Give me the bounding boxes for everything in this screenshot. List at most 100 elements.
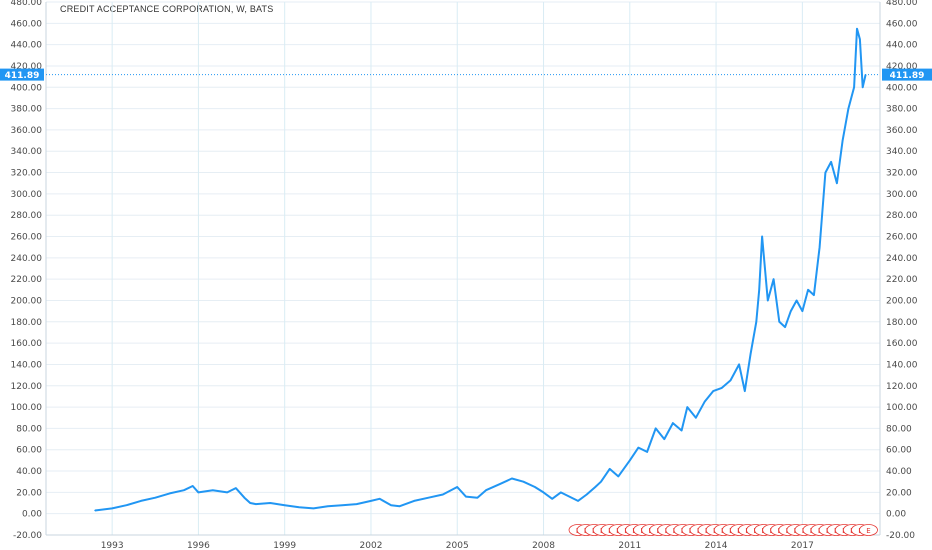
price-point bbox=[568, 496, 571, 498]
y-tick-label-left: 380.00 bbox=[11, 105, 43, 115]
price-point bbox=[772, 278, 775, 280]
y-tick-label-left: 60.00 bbox=[16, 446, 42, 456]
price-point bbox=[243, 497, 246, 499]
price-point bbox=[721, 387, 723, 389]
price-point bbox=[842, 139, 844, 142]
y-tick-label-right: 400.00 bbox=[886, 83, 918, 93]
price-point bbox=[226, 491, 228, 493]
price-point bbox=[738, 363, 740, 366]
price-point bbox=[183, 489, 185, 491]
x-tick-label: 2005 bbox=[446, 541, 469, 550]
y-tick-label-right: 280.00 bbox=[886, 211, 918, 221]
price-point bbox=[476, 497, 478, 499]
price-point bbox=[836, 182, 838, 184]
y-tick-label-left: 200.00 bbox=[11, 296, 43, 306]
price-point bbox=[819, 246, 821, 248]
price-point bbox=[813, 294, 815, 296]
price-point bbox=[355, 503, 358, 505]
y-tick-label-left: 220.00 bbox=[11, 275, 43, 285]
earnings-marker-label: E bbox=[866, 527, 870, 535]
price-point bbox=[617, 475, 619, 477]
price-point bbox=[796, 299, 798, 302]
x-tick-label: 1993 bbox=[101, 541, 124, 550]
price-point bbox=[192, 485, 194, 487]
price-point bbox=[749, 353, 752, 355]
price-point bbox=[577, 500, 579, 502]
price-point bbox=[341, 504, 343, 506]
current-price-badge-left[interactable] bbox=[0, 68, 44, 81]
earnings-marker[interactable] bbox=[859, 524, 878, 536]
price-point bbox=[197, 491, 200, 493]
price-point bbox=[379, 498, 381, 500]
y-tick-label-left: 480.00 bbox=[11, 0, 43, 8]
price-point bbox=[807, 289, 809, 291]
price-point bbox=[485, 489, 487, 491]
price-point bbox=[390, 504, 392, 506]
y-tick-label-right: 80.00 bbox=[886, 424, 912, 434]
y-tick-label-left: 180.00 bbox=[11, 318, 43, 328]
price-point bbox=[729, 379, 732, 382]
x-tick-label: 1999 bbox=[273, 541, 296, 550]
price-point bbox=[784, 326, 786, 328]
price-point bbox=[778, 321, 780, 323]
y-tick-label-left: 120.00 bbox=[11, 382, 43, 392]
price-point bbox=[856, 28, 858, 30]
y-tick-label-right: 160.00 bbox=[886, 339, 918, 349]
price-point bbox=[154, 497, 156, 499]
price-point bbox=[511, 477, 513, 480]
price-point bbox=[298, 506, 300, 508]
chart-title: CREDIT ACCEPTANCE CORPORATION, W, BATS bbox=[60, 4, 274, 14]
price-point bbox=[269, 502, 271, 504]
y-tick-label-right: 20.00 bbox=[886, 488, 912, 498]
price-point bbox=[235, 487, 237, 489]
price-point bbox=[680, 429, 683, 432]
price-point bbox=[862, 86, 864, 88]
price-point bbox=[609, 468, 611, 470]
y-tick-label-left: 300.00 bbox=[11, 190, 43, 200]
price-point bbox=[111, 507, 113, 509]
y-tick-label-left: 20.00 bbox=[16, 488, 42, 498]
price-point bbox=[824, 171, 826, 174]
y-tick-label-right: 0.00 bbox=[886, 510, 906, 520]
y-tick-label-right: 200.00 bbox=[886, 296, 918, 306]
y-tick-label-right: 40.00 bbox=[886, 467, 912, 477]
price-point bbox=[695, 417, 697, 419]
price-point bbox=[522, 481, 524, 483]
x-tick-label: 2008 bbox=[532, 541, 555, 550]
y-tick-label-left: 400.00 bbox=[11, 83, 43, 93]
y-tick-label-left: 40.00 bbox=[16, 467, 42, 477]
x-tick-label: 2011 bbox=[618, 541, 641, 550]
price-point bbox=[327, 505, 329, 507]
price-point bbox=[140, 500, 142, 502]
price-point bbox=[758, 289, 760, 291]
price-point bbox=[646, 451, 648, 453]
price-point bbox=[663, 438, 665, 440]
price-point bbox=[744, 390, 746, 392]
price-point bbox=[830, 161, 832, 163]
y-tick-label-right: 380.00 bbox=[886, 105, 918, 115]
price-point bbox=[542, 491, 545, 493]
price-point bbox=[456, 486, 458, 488]
price-point bbox=[712, 390, 714, 392]
x-tick-label: 2017 bbox=[791, 541, 814, 550]
y-tick-label-right: 100.00 bbox=[886, 403, 918, 413]
current-price-label-left: 411.89 bbox=[5, 71, 40, 81]
price-point bbox=[755, 321, 757, 323]
x-tick-label: 1996 bbox=[187, 541, 210, 550]
y-tick-label-left: 460.00 bbox=[11, 19, 43, 29]
y-tick-label-left: 360.00 bbox=[11, 126, 43, 136]
y-tick-label-left: -20.00 bbox=[13, 531, 42, 541]
y-tick-label-left: 440.00 bbox=[11, 41, 43, 51]
y-tick-label-left: 260.00 bbox=[11, 233, 43, 243]
price-point bbox=[586, 493, 588, 496]
price-point bbox=[94, 509, 96, 512]
price-point bbox=[672, 422, 674, 424]
y-tick-label-right: 360.00 bbox=[886, 126, 918, 136]
current-price-badge-right[interactable] bbox=[882, 68, 932, 81]
price-point bbox=[859, 38, 861, 40]
y-tick-label-left: 140.00 bbox=[11, 360, 43, 370]
x-tick-label: 2002 bbox=[360, 541, 383, 550]
y-tick-label-left: 160.00 bbox=[11, 339, 43, 349]
price-point bbox=[427, 497, 430, 499]
